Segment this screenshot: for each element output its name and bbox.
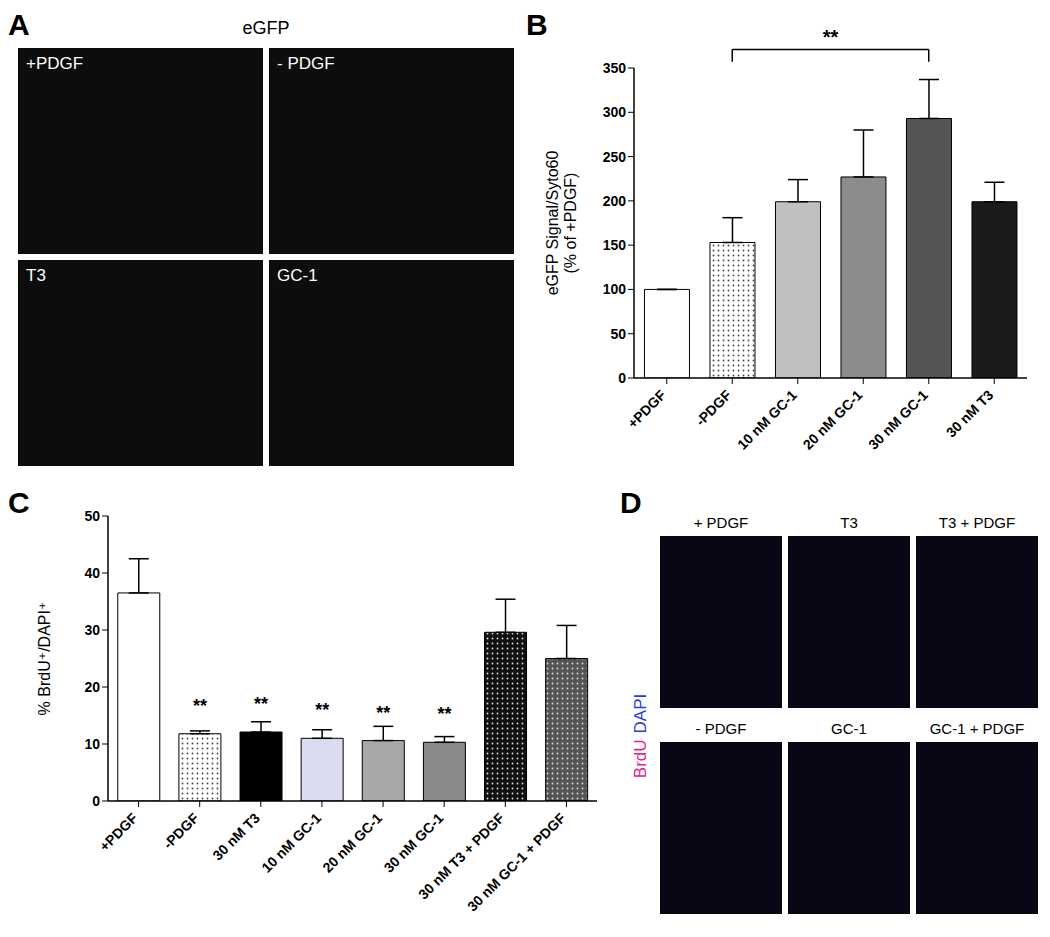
svg-text:10 nM GC-1: 10 nM GC-1 bbox=[258, 810, 324, 876]
svg-text:30: 30 bbox=[84, 622, 100, 638]
svg-text:10: 10 bbox=[84, 736, 100, 752]
svg-text:-PDGF: -PDGF bbox=[692, 386, 734, 428]
html-text:D: D bbox=[620, 486, 642, 519]
svg-text:100: 100 bbox=[603, 281, 627, 297]
svg-text:50: 50 bbox=[610, 326, 626, 342]
html-text:C: C bbox=[8, 486, 30, 519]
html-text:GC-1: GC-1 bbox=[831, 720, 867, 737]
svg-text:**: ** bbox=[376, 703, 390, 723]
svg-text:30 nM GC-1 + PDGF: 30 nM GC-1 + PDGF bbox=[464, 809, 569, 914]
svg-text:eGFP Signal/Syto60(% of +PDGF): eGFP Signal/Syto60(% of +PDGF) bbox=[544, 151, 579, 296]
svg-text:40: 40 bbox=[84, 565, 100, 581]
svg-text:**: ** bbox=[437, 704, 451, 724]
html-text:B: B bbox=[526, 8, 548, 41]
html-text:GC-1: GC-1 bbox=[277, 266, 318, 285]
html-text:+PDGF: +PDGF bbox=[26, 54, 84, 73]
svg-text:30 nM GC-1: 30 nM GC-1 bbox=[381, 810, 447, 876]
html-text:T3 + PDGF: T3 + PDGF bbox=[938, 514, 1016, 531]
svg-text:30 nM T3: 30 nM T3 bbox=[209, 810, 263, 864]
svg-text:350: 350 bbox=[603, 60, 627, 76]
svg-text:0: 0 bbox=[618, 370, 626, 386]
svg-text:300: 300 bbox=[603, 104, 627, 120]
svg-text:20: 20 bbox=[84, 679, 100, 695]
svg-text:20 nM GC-1: 20 nM GC-1 bbox=[319, 810, 385, 876]
html-text:GC-1 + PDGF: GC-1 + PDGF bbox=[929, 720, 1025, 737]
svg-text:**: ** bbox=[823, 26, 839, 48]
svg-text:+PDGF: +PDGF bbox=[624, 386, 669, 431]
html-text:T3: T3 bbox=[840, 514, 858, 531]
svg-text:250: 250 bbox=[603, 149, 627, 165]
svg-text:150: 150 bbox=[603, 237, 627, 253]
html-text:T3: T3 bbox=[26, 266, 46, 285]
svg-text:**: ** bbox=[254, 694, 268, 714]
html-text:A: A bbox=[8, 8, 30, 41]
svg-text:**: ** bbox=[193, 696, 207, 716]
svg-text:BrdUDAPI: BrdUDAPI bbox=[631, 694, 650, 778]
svg-text:0: 0 bbox=[92, 793, 100, 809]
svg-text:30 nM T3 + PDGF: 30 nM T3 + PDGF bbox=[415, 809, 508, 903]
svg-text:-PDGF: -PDGF bbox=[160, 809, 202, 851]
html-text:- PDGF: - PDGF bbox=[695, 720, 747, 737]
svg-text:50: 50 bbox=[84, 508, 100, 524]
svg-text:30 nM T3: 30 nM T3 bbox=[943, 387, 997, 441]
svg-text:10 nM GC-1: 10 nM GC-1 bbox=[734, 387, 800, 453]
svg-text:+PDGF: +PDGF bbox=[96, 809, 141, 854]
svg-text:30 nM GC-1: 30 nM GC-1 bbox=[865, 387, 931, 453]
svg-text:**: ** bbox=[315, 700, 329, 720]
svg-text:% BrdU⁺/DAPI⁺: % BrdU⁺/DAPI⁺ bbox=[36, 602, 53, 716]
svg-text:200: 200 bbox=[603, 193, 627, 209]
svg-text:20 nM GC-1: 20 nM GC-1 bbox=[800, 387, 866, 453]
html-text:eGFP: eGFP bbox=[242, 18, 290, 38]
html-text:+ PDGF: + PDGF bbox=[693, 514, 749, 531]
html-text:- PDGF: - PDGF bbox=[277, 54, 335, 73]
